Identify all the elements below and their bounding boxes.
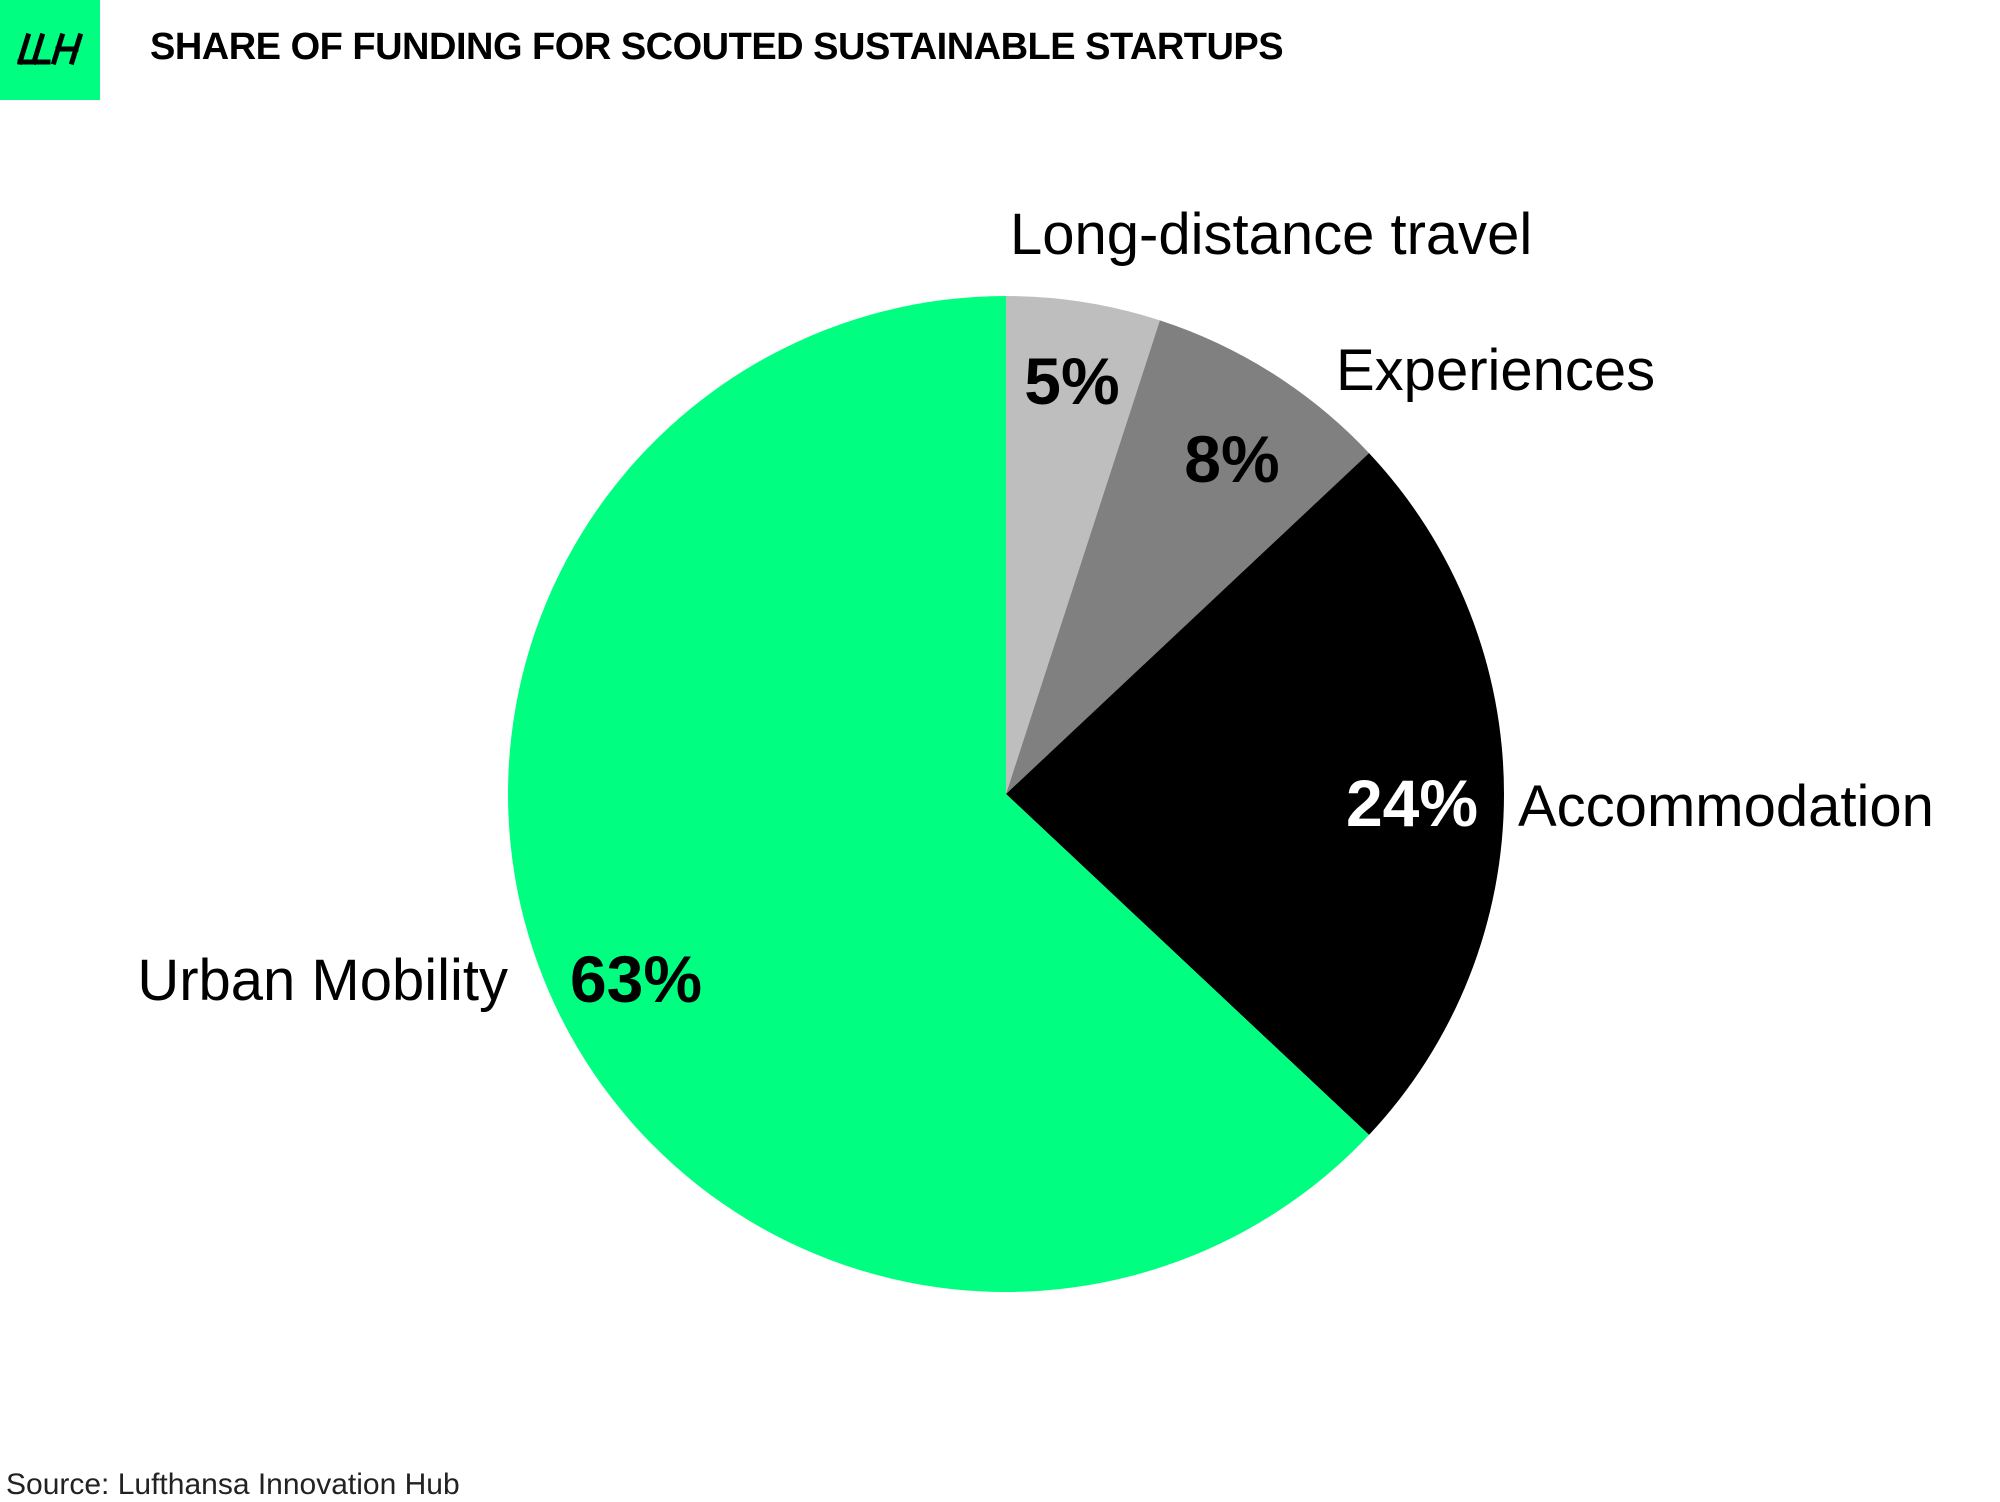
pie-chart: 5% Long-distance travel 8% Experiences 24% Ac… xyxy=(137,202,1934,1292)
slice-value-label: 24% xyxy=(1346,766,1478,840)
slice-category-label: Long-distance travel xyxy=(1010,202,1532,267)
source-note: Source: Lufthansa Innovation Hub xyxy=(6,1468,460,1501)
pie-labels: 5% Long-distance travel 8% Experiences 24% Ac… xyxy=(137,202,1934,1016)
slice-value-label: 8% xyxy=(1184,422,1279,496)
logo-icon xyxy=(0,0,100,100)
slice-value-label: 63% xyxy=(570,942,702,1016)
slice-category-label: Accommodation xyxy=(1518,774,1934,839)
brand-logo xyxy=(0,0,100,100)
pie-slice-long-distance-travel xyxy=(1006,296,1160,794)
chart-title: SHARE OF FUNDING FOR SCOUTED SUSTAINABLE… xyxy=(150,26,1284,68)
slice-value-label: 5% xyxy=(1024,344,1119,418)
slice-category-label: Experiences xyxy=(1336,338,1655,403)
pie-slice-experiences xyxy=(1006,320,1370,794)
pie-slice-urban-mobility xyxy=(507,296,1370,1292)
slice-category-label: Urban Mobility xyxy=(137,948,508,1013)
pie-slice-accommodation xyxy=(1006,453,1504,1135)
pie-slices xyxy=(507,296,1504,1292)
